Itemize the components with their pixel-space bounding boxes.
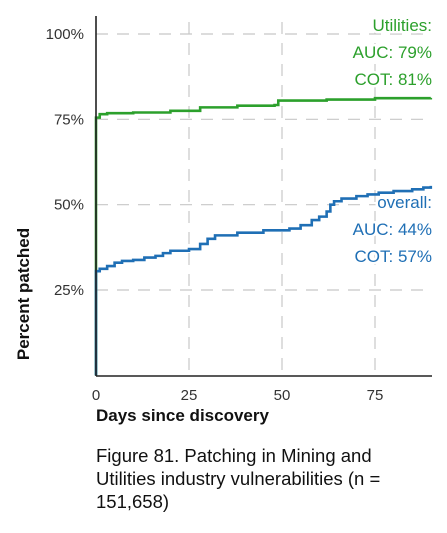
x-tick-label: 75 xyxy=(367,387,384,404)
series-lines xyxy=(94,96,433,376)
annotation-overall-line: COT: 57% xyxy=(355,247,432,266)
tick-labels: 25% 50% 75% 100% 0 25 50 75 xyxy=(46,26,384,404)
y-axis-label: Percent patched xyxy=(14,228,33,360)
annotation-overall-line: AUC: 44% xyxy=(353,220,432,239)
x-tick-label: 0 xyxy=(92,387,100,404)
grid-lines xyxy=(96,22,432,376)
patching-chart: 25% 50% 75% 100% 0 25 50 75 Utilities: AUC: 79% C… xyxy=(14,14,434,425)
annotation-utilities-line: COT: 81% xyxy=(355,70,432,89)
annotation-utilities-line: AUC: 79% xyxy=(353,43,432,62)
annotation-utilities-line: Utilities: xyxy=(372,16,432,35)
x-tick-label: 25 xyxy=(181,387,198,404)
axes xyxy=(95,16,432,377)
y-tick-label: 100% xyxy=(46,26,84,43)
y-tick-label: 25% xyxy=(54,282,84,299)
series-line-overall xyxy=(94,185,433,376)
y-tick-label: 75% xyxy=(54,111,84,128)
x-tick-label: 50 xyxy=(274,387,291,404)
x-axis-label: Days since discovery xyxy=(96,406,269,425)
series-line-utilities xyxy=(94,96,433,376)
series-annotations: Utilities: AUC: 79% COT: 81% overall: AUC: 4… xyxy=(350,14,434,269)
annotation-overall-line: overall: xyxy=(377,193,432,212)
figure-caption: Figure 81. Patching in Mining and Utilit… xyxy=(96,445,381,512)
y-tick-label: 50% xyxy=(54,197,84,214)
